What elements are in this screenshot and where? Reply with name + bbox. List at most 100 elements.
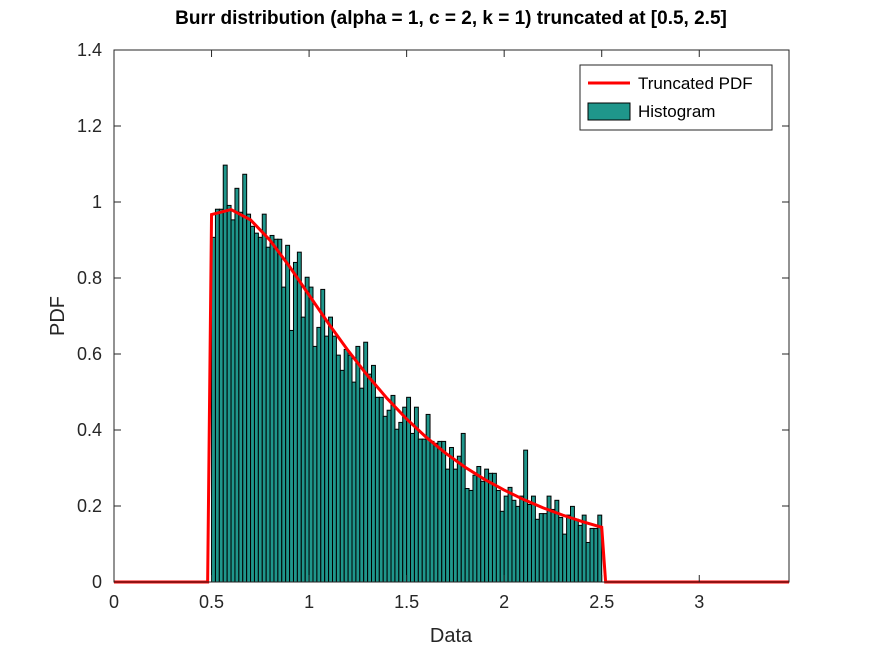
histogram-bar [449,446,454,583]
histogram-bar [534,518,540,583]
histogram-bar [214,208,220,583]
histogram-bar [542,513,548,583]
histogram-bar [218,208,224,583]
histogram-bar [472,474,478,583]
histogram-bar [273,238,279,583]
histogram-bar [519,495,525,583]
histogram-bar [491,472,497,583]
histogram-bar [347,354,353,583]
legend-label-truncated-pdf: Truncated PDF [638,74,753,93]
histogram-bar [339,369,345,583]
x-axis-label: Data [430,625,473,647]
histogram-bar [573,518,579,583]
histogram-bar [402,406,408,583]
histogram-bar [289,329,294,583]
x-tick-label: 0 [109,592,119,612]
histogram-bar [328,316,333,583]
histogram-bar [324,335,330,583]
histogram-bar [538,513,544,583]
legend: Truncated PDF Histogram [579,64,773,131]
histogram-bar [238,211,244,583]
histogram-bar [378,396,384,583]
histogram-bar [277,238,283,583]
x-tick-label: 2.5 [589,592,614,612]
histogram-bar [265,246,271,583]
histogram-bar [577,524,583,583]
truncated-pdf-line [114,208,789,584]
axis-ticks: 0 0.5 1 1.5 2 2.5 3 0 0.2 0.4 0.6 0.8 1 1.2 1.4 [77,40,789,612]
histogram-bar [581,514,587,583]
histogram-bar [503,495,509,583]
histogram-bar [250,225,255,583]
histogram-bar [566,514,572,583]
histogram-bar [304,276,310,583]
histogram-bar [476,465,482,583]
histogram-bar [296,251,302,583]
histogram-bar [527,503,532,583]
histogram-bar [343,348,349,583]
histogram-bar [484,468,490,583]
histogram-bar [242,173,248,583]
histogram-bar [480,480,486,583]
histogram-bar [445,468,451,583]
histogram-bar [460,432,466,583]
histogram-bar [335,354,341,583]
histogram-bar [382,415,388,583]
histogram-bar [222,164,228,583]
histogram-bar [269,234,275,583]
x-tick-label: 0.5 [199,592,224,612]
x-tick-label: 1 [304,592,314,612]
histogram-bar [308,286,314,583]
histogram-bar [300,316,306,583]
legend-bar-swatch [587,102,631,121]
histogram-bar [523,449,529,583]
histogram-bar [386,409,392,583]
histogram-bar [312,345,318,583]
histogram-bar [410,432,415,583]
y-tick-label: 0 [92,572,102,592]
histogram-bar [394,428,400,583]
histogram-bar [374,396,380,583]
histogram-bar [257,236,263,583]
histogram-bar [226,204,232,583]
histogram-bar [281,286,287,583]
histogram-bar [292,261,298,583]
histogram-bar [371,364,376,583]
axes-box [113,49,790,583]
histogram-bar [433,442,439,583]
histogram-bar [355,345,361,583]
histogram-bar [562,533,568,583]
histogram-bar [585,541,591,583]
histogram-bar [261,213,267,583]
histogram-bar [417,438,423,583]
histogram-bar [316,326,322,583]
histogram-bar [550,508,556,583]
histogram-bar [456,455,462,583]
x-tick-label: 1.5 [394,592,419,612]
legend-label-histogram: Histogram [638,102,715,121]
histogram-bar [495,489,501,583]
histogram-bar [253,232,259,583]
histogram-bar [234,187,240,583]
histogram-bar [507,486,513,583]
histogram-bar [285,244,291,583]
y-tick-label: 0.4 [77,420,102,440]
histogram-bar [437,440,443,583]
histogram-bar [511,499,517,583]
histogram-bar [246,213,252,583]
histogram-bar [429,440,435,583]
histogram-bar [413,406,419,583]
y-tick-label: 1.4 [77,40,102,60]
chart-title: Burr distribution (alpha = 1, c = 2, k =… [175,8,727,29]
histogram-bar [421,438,427,583]
x-tick-label: 2 [499,592,509,612]
histogram-bar [390,394,396,583]
y-tick-label: 0.8 [77,268,102,288]
histogram-bar [441,440,447,583]
histogram-bar [351,381,357,583]
histogram-bar [367,373,373,583]
y-axis-label: PDF [47,296,69,336]
histogram-bar [359,387,365,583]
y-tick-label: 1 [92,192,102,212]
